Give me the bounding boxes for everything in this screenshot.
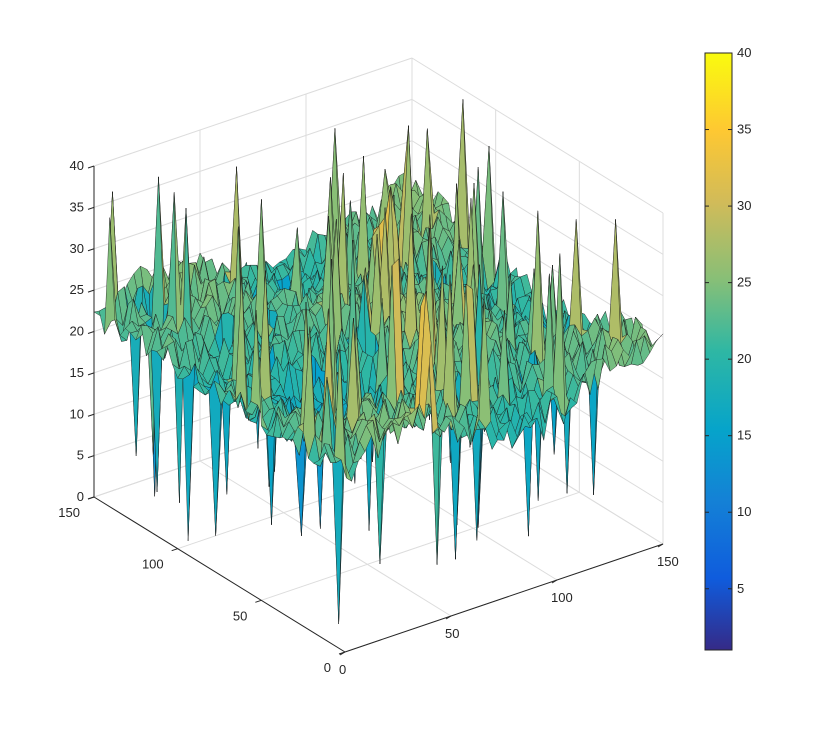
y-tick-label: 0: [324, 660, 331, 675]
z-tick-label: 35: [70, 199, 84, 214]
z-tick-label: 0: [77, 489, 84, 504]
wall-grid-line: [93, 140, 413, 250]
colorbar-tick-label: 35: [737, 122, 751, 137]
colorbar-tick-label: 20: [737, 351, 751, 366]
z-tick-mark: [87, 289, 95, 293]
z-tick-mark: [87, 331, 95, 334]
z-tick-mark: [87, 413, 95, 417]
z-tick-label: 20: [70, 324, 84, 339]
surface-patch: [339, 344, 353, 482]
surface-plot: [93, 99, 664, 625]
y-tick-label: 100: [142, 557, 164, 572]
colorbar-tick-label: 30: [737, 198, 751, 213]
wall-grid-line: [411, 57, 664, 214]
y-tick-mark: [255, 599, 262, 603]
x-tick-mark: [445, 615, 452, 620]
z-tick-mark: [87, 248, 95, 252]
wall-grid-line: [93, 57, 413, 167]
z-tick-label: 15: [70, 365, 84, 380]
colorbar-tick-label: 15: [737, 428, 751, 443]
x-tick-label: 50: [445, 626, 459, 641]
y-axis-line: [93, 496, 346, 653]
y-tick-label: 150: [58, 505, 80, 520]
z-tick-mark: [87, 455, 95, 459]
colorbar-tick-label: 5: [737, 581, 744, 596]
colorbar: 5 10 15 20 25 30 35 40: [704, 45, 751, 651]
colorbar-tick-label: 10: [737, 504, 751, 519]
z-tick-mark: [87, 165, 95, 169]
colorbar-tick-label: 40: [737, 45, 751, 60]
z-tick-label: 10: [70, 406, 84, 421]
x-axis-line: [344, 543, 664, 653]
z-tick-mark: [87, 496, 95, 500]
z-tick-mark: [87, 372, 95, 376]
axes-lines: [87, 165, 664, 656]
x-tick-mark: [551, 579, 558, 584]
y-tick-label: 50: [233, 608, 247, 623]
floor-grid-line: [199, 460, 452, 617]
z-tick-label: 25: [70, 282, 84, 297]
x-tick-label: 150: [657, 554, 679, 569]
y-tick-mark: [171, 548, 178, 552]
z-tick-mark: [87, 206, 95, 210]
z-tick-label: 30: [70, 241, 84, 256]
x-tick-label: 100: [551, 590, 573, 605]
z-tick-label: 40: [70, 158, 84, 173]
colorbar-tick-label: 25: [737, 275, 751, 290]
floor-grid-line: [261, 491, 580, 601]
x-tick-mark: [657, 543, 664, 548]
y-tick-mark: [338, 651, 346, 655]
wall-grid-line: [411, 98, 664, 255]
colorbar-gradient: [704, 52, 733, 651]
x-tick-label: 0: [339, 662, 346, 677]
wall-grid-line: [93, 98, 413, 208]
z-tick-label: 5: [77, 448, 84, 463]
